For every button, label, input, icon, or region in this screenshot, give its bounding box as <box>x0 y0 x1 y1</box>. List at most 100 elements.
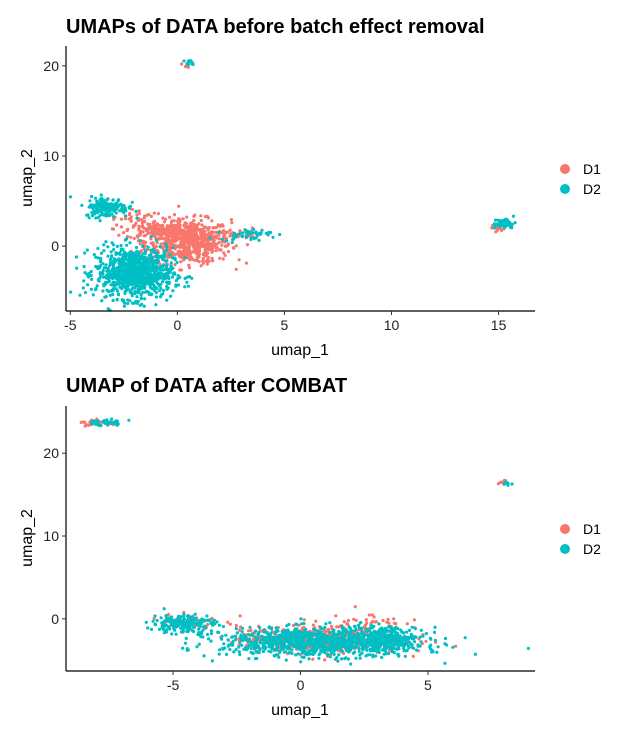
point-d2 <box>133 290 137 294</box>
point-d2 <box>167 626 171 630</box>
point-d2 <box>312 641 316 645</box>
point-d2 <box>149 280 153 284</box>
point-d2 <box>291 636 296 640</box>
point-d2 <box>380 626 384 630</box>
point-d2 <box>81 286 85 290</box>
point-d1 <box>189 255 193 259</box>
point-d2 <box>176 283 181 287</box>
point-d2 <box>96 216 101 220</box>
point-d2 <box>173 258 177 262</box>
point-d2 <box>506 481 510 485</box>
point-d2 <box>389 632 393 636</box>
point-d2 <box>354 656 358 660</box>
point-d2 <box>392 651 396 655</box>
y-axis-label: umap_2 <box>19 509 36 567</box>
point-d1 <box>199 242 203 246</box>
point-d2 <box>286 633 290 637</box>
point-d2 <box>90 277 94 281</box>
point-d2 <box>224 239 229 243</box>
point-d1 <box>195 225 199 229</box>
point-d1 <box>178 223 182 227</box>
y-tick-label: 10 <box>43 148 59 164</box>
point-d2 <box>270 639 274 643</box>
point-d2 <box>388 629 392 633</box>
point-d2 <box>203 618 207 622</box>
point-d2 <box>127 205 131 209</box>
point-d2 <box>142 304 146 308</box>
point-d2 <box>202 654 206 658</box>
x-tick-label: 0 <box>297 677 305 693</box>
point-d2 <box>243 634 247 638</box>
point-d1 <box>311 623 315 627</box>
point-d2 <box>257 238 261 242</box>
point-d2 <box>408 635 412 640</box>
point-d1 <box>342 620 346 624</box>
point-d1 <box>354 618 358 623</box>
point-d1 <box>136 218 140 223</box>
point-d2 <box>98 201 102 205</box>
point-d2 <box>362 632 366 637</box>
point-d2 <box>162 607 166 611</box>
point-d2 <box>319 630 323 635</box>
point-d1 <box>166 612 171 617</box>
point-d2 <box>328 642 333 646</box>
point-d2 <box>406 635 410 640</box>
point-d1 <box>335 625 339 629</box>
point-d2 <box>252 227 256 231</box>
point-d1 <box>178 220 182 224</box>
point-d2 <box>139 273 143 277</box>
point-d2 <box>377 650 381 655</box>
point-d2 <box>123 214 127 218</box>
scatter-points <box>68 59 517 312</box>
point-d2 <box>369 623 373 628</box>
point-d2 <box>365 648 369 652</box>
point-d2 <box>254 629 258 633</box>
point-d2 <box>122 268 126 272</box>
point-d1 <box>228 228 232 232</box>
point-d1 <box>123 217 127 221</box>
point-d2 <box>222 642 226 646</box>
point-d2 <box>87 216 91 220</box>
point-d2 <box>412 640 417 644</box>
point-d2 <box>184 636 188 641</box>
point-d2 <box>307 639 311 644</box>
point-d2 <box>360 637 364 641</box>
point-d2 <box>116 198 121 202</box>
point-d2 <box>114 201 118 205</box>
point-d2 <box>86 213 90 217</box>
point-d2 <box>182 618 186 622</box>
point-d2 <box>497 224 501 228</box>
point-d1 <box>137 227 141 231</box>
point-d2 <box>413 635 417 639</box>
point-d2 <box>150 259 154 263</box>
point-d2 <box>332 652 336 657</box>
point-d2 <box>416 643 420 647</box>
point-d2 <box>128 266 132 270</box>
point-d2 <box>502 226 506 230</box>
point-d2 <box>193 612 197 616</box>
point-d2 <box>188 275 192 279</box>
x-ticks: -5 0 5 <box>167 671 432 693</box>
point-d2 <box>430 650 434 654</box>
point-d2 <box>360 641 364 645</box>
y-ticks: 0 10 20 <box>43 445 66 627</box>
point-d2 <box>176 274 180 278</box>
point-d1 <box>353 605 357 609</box>
point-d1 <box>230 221 234 225</box>
point-d2 <box>310 636 314 640</box>
x-tick-label: 10 <box>384 317 400 333</box>
point-d1 <box>195 258 199 262</box>
point-d1 <box>169 220 173 224</box>
point-d2 <box>130 294 134 298</box>
point-d2 <box>101 268 105 273</box>
point-d2 <box>112 257 117 261</box>
point-d2 <box>125 257 129 261</box>
point-d2 <box>109 202 113 206</box>
point-d2 <box>269 230 273 235</box>
point-d2 <box>311 652 315 657</box>
point-d2 <box>346 657 350 661</box>
point-d2 <box>106 254 110 258</box>
point-d2 <box>125 243 129 247</box>
point-d2 <box>283 629 287 633</box>
point-d2 <box>296 646 300 650</box>
